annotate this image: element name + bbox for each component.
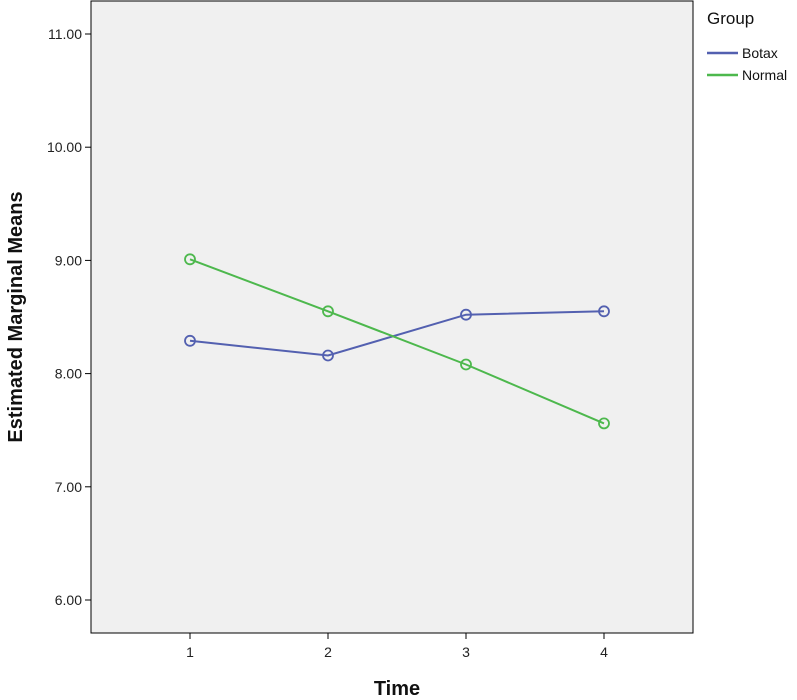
x-tick-label: 2 (324, 644, 332, 660)
x-axis: 1 2 3 4 (186, 633, 608, 660)
legend-label: Botax (742, 45, 778, 61)
series-line (189, 258, 605, 425)
series-botax (184, 305, 610, 362)
legend: Group Botax Normal (707, 9, 787, 83)
series-normal (184, 253, 610, 430)
series-layer (184, 253, 610, 430)
y-tick-label: 7.00 (55, 479, 82, 495)
x-tick-label: 3 (462, 644, 470, 660)
y-tick-label: 11.00 (48, 26, 82, 42)
y-axis: 6.00 7.00 8.00 9.00 10.00 11.00 (47, 26, 91, 608)
y-tick-label: 9.00 (55, 252, 82, 268)
x-tick-label: 4 (600, 644, 608, 660)
x-tick-label: 1 (186, 644, 194, 660)
x-axis-title: Time (374, 678, 420, 700)
data-point (460, 358, 472, 371)
data-point (460, 308, 472, 321)
data-point (322, 349, 334, 362)
y-tick-label: 8.00 (55, 366, 82, 382)
series-line (189, 310, 605, 357)
y-tick-label: 6.00 (55, 592, 82, 608)
data-point (184, 253, 196, 266)
legend-title: Group (707, 9, 754, 28)
y-tick-label: 10.00 (47, 139, 82, 155)
data-point (598, 417, 610, 430)
legend-label: Normal (742, 67, 787, 83)
plot-area (90, 0, 694, 634)
data-point (322, 305, 334, 318)
data-point (184, 334, 196, 347)
y-axis-title: Estimated Marginal Means (5, 191, 27, 442)
data-point (598, 305, 610, 318)
